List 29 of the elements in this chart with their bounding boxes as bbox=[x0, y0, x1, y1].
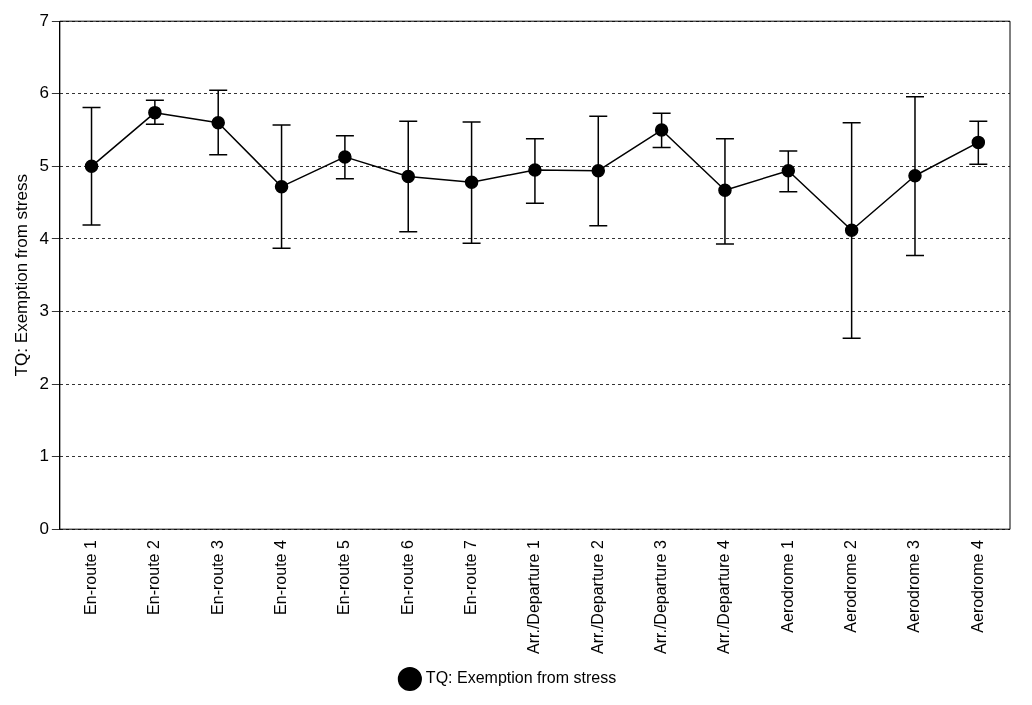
point bbox=[971, 135, 986, 150]
x-tick-label: En-route 4 bbox=[271, 540, 289, 615]
x-tick-label: Arr./Departure 3 bbox=[652, 540, 670, 654]
y-tick-label: 2 bbox=[39, 373, 49, 393]
y-tick-label: 6 bbox=[39, 83, 49, 103]
point bbox=[274, 179, 289, 194]
point bbox=[464, 175, 479, 190]
x-tick-label: En-route 1 bbox=[81, 540, 99, 615]
y-tick-label: 5 bbox=[39, 156, 49, 176]
x-tick-label: En-route 6 bbox=[398, 540, 416, 615]
y-axis-title: TQ: Exemption from stress bbox=[11, 174, 31, 377]
y-tick-label: 1 bbox=[39, 446, 49, 466]
x-tick-label: Arr./Departure 2 bbox=[588, 540, 606, 654]
x-tick-label: En-route 2 bbox=[145, 540, 163, 615]
x-tick-label: Aerodrome 2 bbox=[842, 540, 860, 633]
y-tick-label: 3 bbox=[39, 301, 49, 321]
point bbox=[84, 159, 99, 174]
x-tick-label: En-route 5 bbox=[335, 540, 353, 615]
x-tick-label: Aerodrome 4 bbox=[968, 540, 986, 633]
y-tick-label: 0 bbox=[39, 518, 49, 538]
x-tick-label: Aerodrome 3 bbox=[905, 540, 923, 633]
x-tick-label: Arr./Departure 1 bbox=[525, 540, 543, 654]
y-tick-label: 7 bbox=[39, 10, 49, 30]
x-tick-label: En-route 3 bbox=[208, 540, 226, 615]
x-tick-label: Aerodrome 1 bbox=[778, 540, 796, 633]
legend-label: TQ: Exemption from stress bbox=[425, 669, 617, 687]
x-tick-label: Arr./Departure 4 bbox=[715, 540, 733, 654]
y-tick-label: 4 bbox=[39, 228, 49, 248]
x-tick-label: En-route 7 bbox=[461, 540, 479, 615]
